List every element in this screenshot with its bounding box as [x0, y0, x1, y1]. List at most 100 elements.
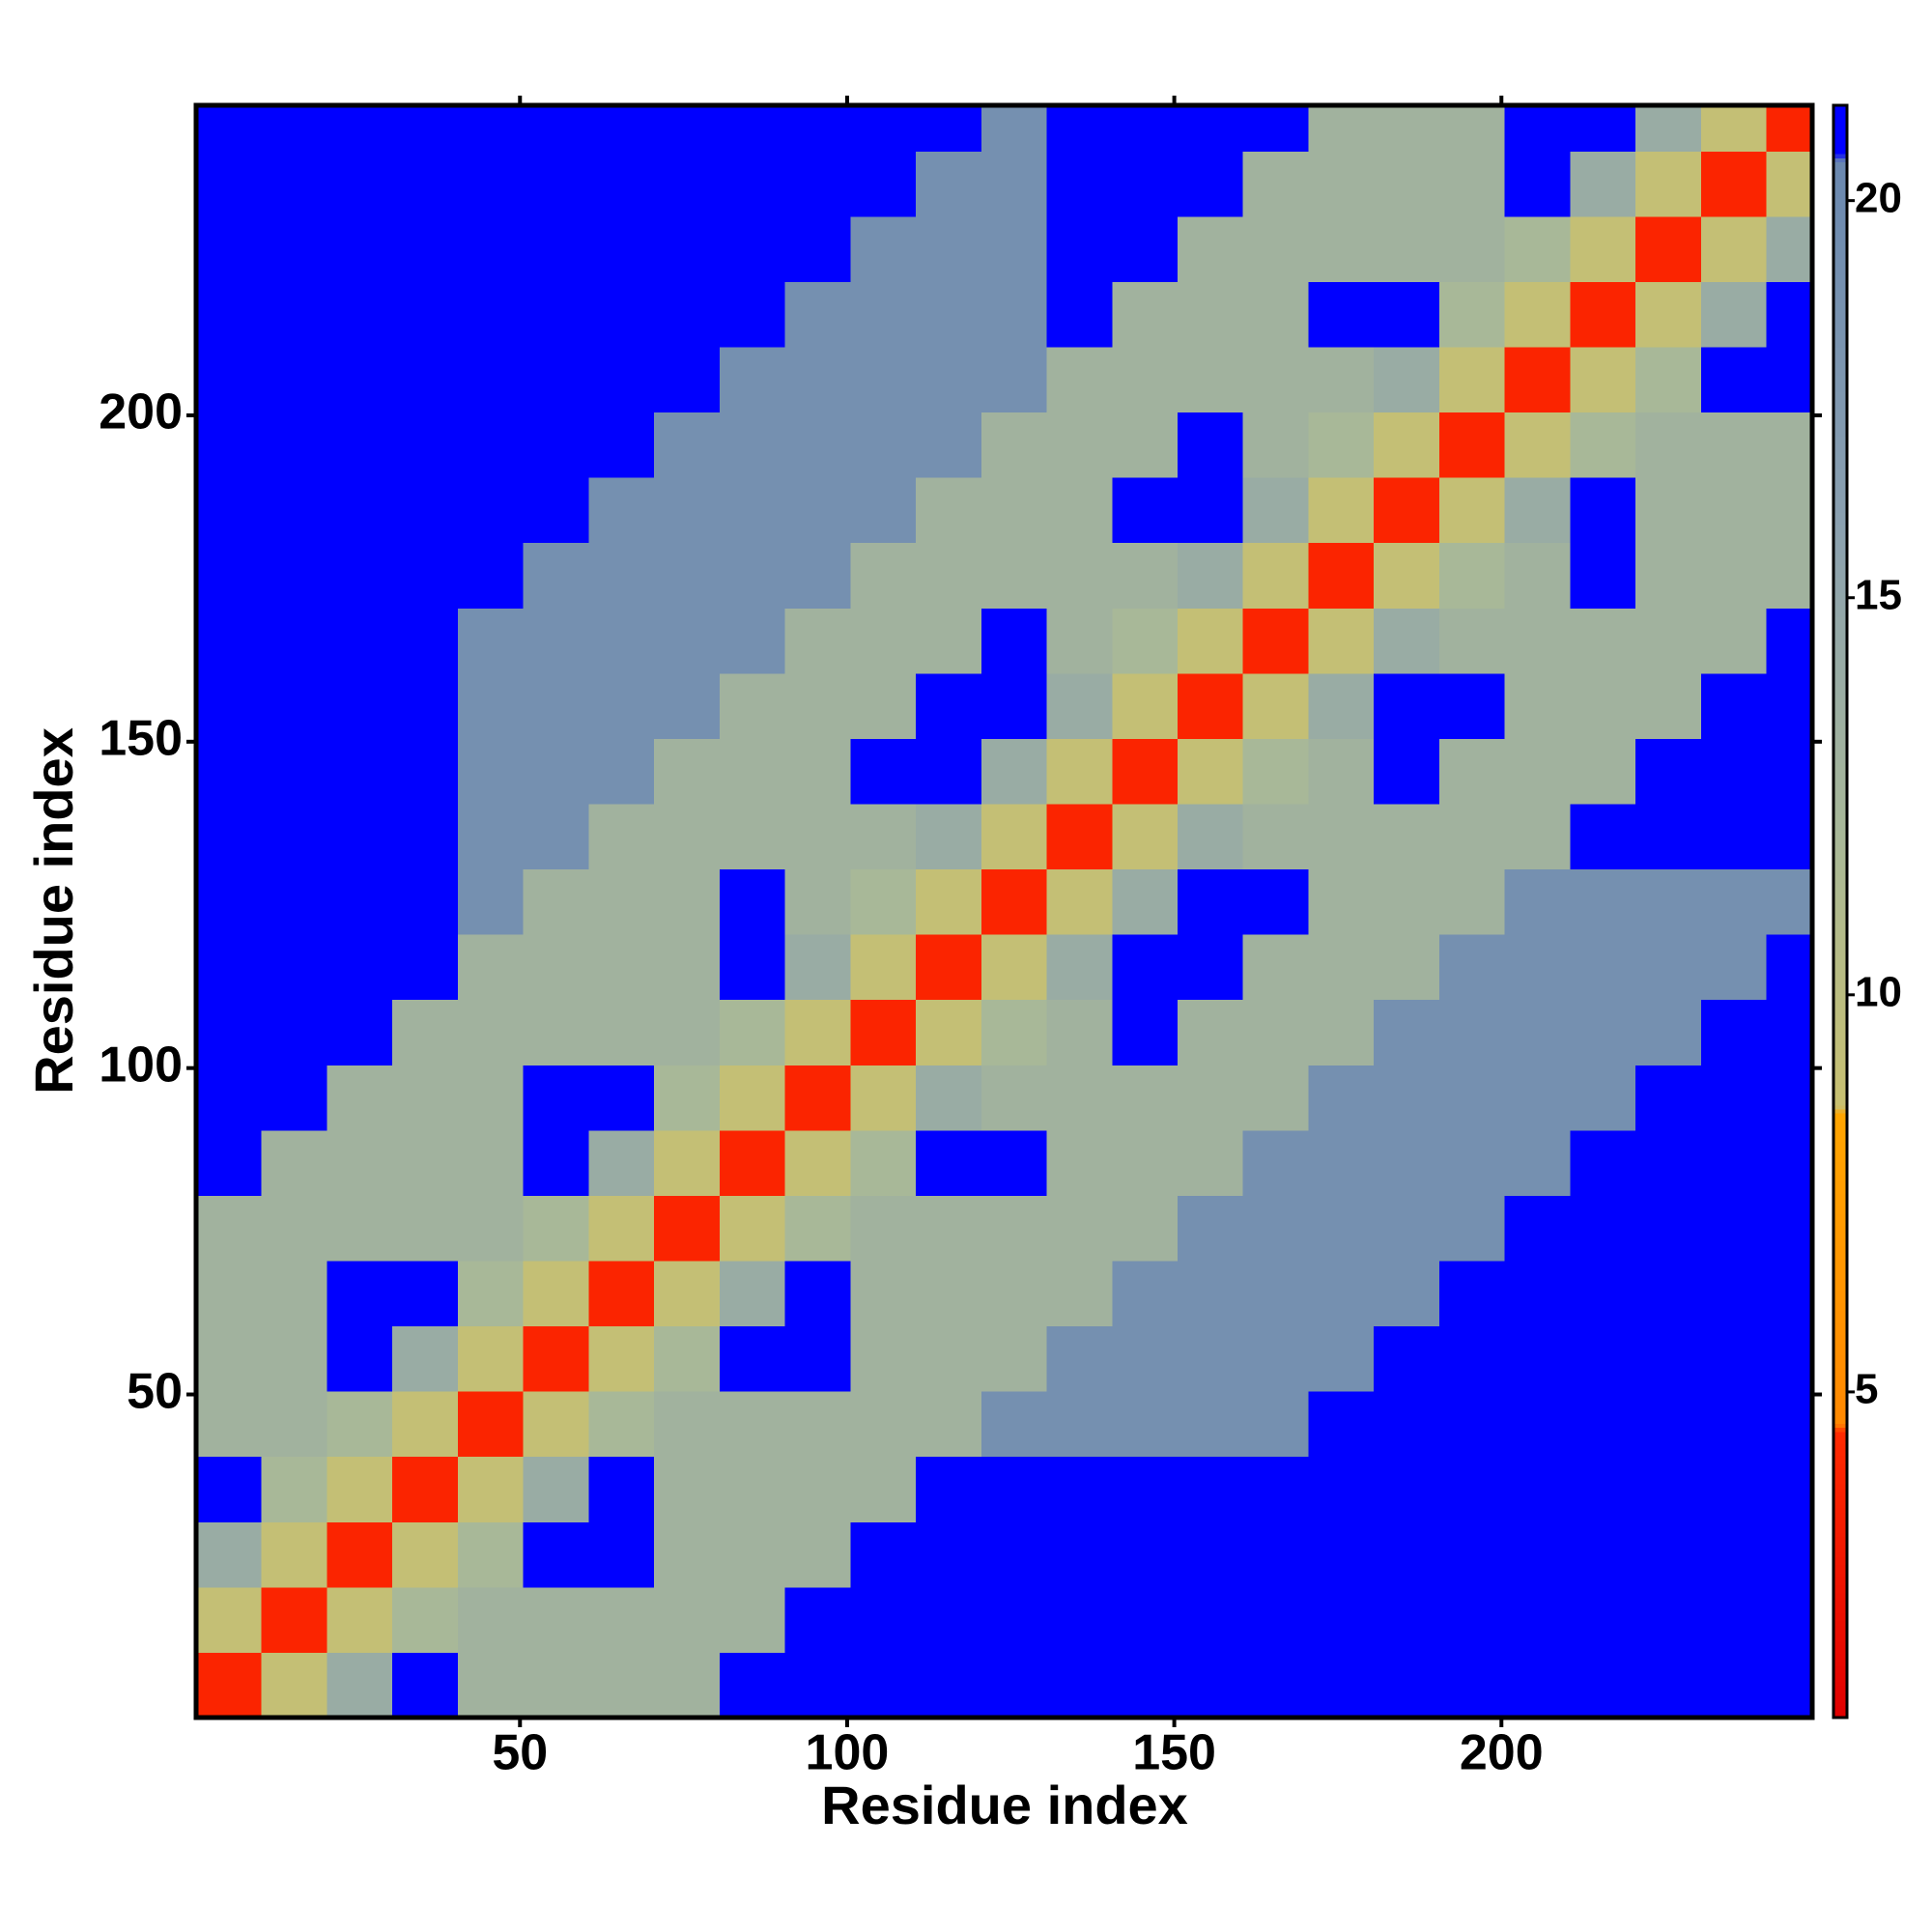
colorbar-slice — [1833, 250, 1847, 255]
colorbar-slice — [1833, 573, 1847, 578]
heatmap-cell — [392, 477, 459, 544]
heatmap-cell — [196, 347, 263, 413]
heatmap-cell — [588, 1586, 655, 1653]
heatmap-cell — [1374, 1391, 1440, 1458]
heatmap-cell — [261, 1521, 327, 1588]
colorbar-slice — [1833, 1488, 1847, 1492]
colorbar-slice — [1833, 145, 1847, 151]
heatmap-cell — [588, 1261, 655, 1327]
colorbar-slice — [1833, 149, 1847, 155]
colorbar-slice — [1833, 621, 1847, 626]
heatmap-cell — [1766, 477, 1813, 544]
heatmap-cell — [1700, 1652, 1768, 1719]
heatmap-cell — [1177, 1195, 1244, 1262]
heatmap-cell — [1570, 1325, 1636, 1392]
heatmap-cell — [327, 105, 393, 152]
colorbar — [1833, 105, 1847, 1719]
colorbar-slice — [1833, 1572, 1847, 1577]
heatmap-cell — [1570, 738, 1636, 805]
heatmap-cell — [1570, 804, 1636, 870]
heatmap-cell — [392, 215, 459, 282]
heatmap-cell — [784, 151, 851, 217]
heatmap-cell — [1308, 1521, 1375, 1588]
heatmap-cell — [196, 105, 263, 152]
heatmap-cell — [1177, 999, 1244, 1065]
heatmap-cell — [850, 672, 917, 739]
heatmap-cell — [1374, 412, 1440, 478]
heatmap-cell — [784, 672, 851, 739]
colorbar-slice — [1833, 1653, 1847, 1659]
colorbar-slice — [1833, 568, 1847, 574]
heatmap-cell — [1046, 281, 1113, 348]
heatmap-cell — [1177, 868, 1244, 935]
heatmap-cell — [916, 1456, 982, 1522]
colorbar-slice — [1833, 1391, 1847, 1396]
colorbar-slice — [1833, 1463, 1847, 1468]
colorbar-slice — [1833, 842, 1847, 848]
heatmap-cell — [1504, 1065, 1571, 1131]
heatmap-cell — [1308, 1129, 1375, 1196]
colorbar-slice — [1833, 786, 1847, 791]
heatmap-cell — [1308, 1065, 1375, 1131]
colorbar-slice — [1833, 1568, 1847, 1574]
heatmap-cell — [1504, 281, 1571, 348]
heatmap-cell — [196, 281, 263, 348]
colorbar-slice — [1833, 1237, 1847, 1243]
heatmap-cell — [1766, 1391, 1813, 1458]
colorbar-slice — [1833, 1201, 1847, 1207]
colorbar-slice — [1833, 1431, 1847, 1436]
colorbar-slice — [1833, 540, 1847, 546]
heatmap-cell — [1374, 281, 1440, 348]
heatmap-cell — [457, 1129, 525, 1196]
heatmap-cell — [916, 934, 982, 1001]
colorbar-slice — [1833, 185, 1847, 191]
heatmap-cell — [1570, 1261, 1636, 1327]
heatmap-cell — [588, 672, 655, 739]
colorbar-slice — [1833, 746, 1847, 752]
heatmap-cell — [327, 347, 393, 413]
heatmap-cell — [261, 1652, 327, 1719]
colorbar-slice — [1833, 395, 1847, 401]
heatmap-cell — [261, 151, 327, 217]
colorbar-slice — [1833, 1620, 1847, 1626]
heatmap-cell — [784, 1391, 851, 1458]
colorbar-slice — [1833, 1657, 1847, 1662]
colorbar-slice — [1833, 826, 1847, 832]
colorbar-slice — [1833, 935, 1847, 941]
colorbar-slice — [1833, 532, 1847, 538]
heatmap-cell — [1046, 412, 1113, 478]
heatmap-cell — [916, 1391, 982, 1458]
heatmap-cell — [1112, 1586, 1179, 1653]
heatmap-cell — [1242, 1521, 1309, 1588]
colorbar-slice — [1833, 173, 1847, 179]
heatmap-cell — [980, 412, 1048, 478]
colorbar-slice — [1833, 790, 1847, 796]
colorbar-slice — [1833, 468, 1847, 473]
colorbar-slice — [1833, 508, 1847, 514]
heatmap-cell — [1308, 1586, 1375, 1653]
heatmap-cell — [916, 1065, 982, 1131]
colorbar-slice — [1833, 577, 1847, 582]
heatmap-cell — [1635, 1129, 1702, 1196]
heatmap-cell — [1700, 215, 1768, 282]
heatmap-cell — [1570, 1586, 1636, 1653]
colorbar-slice — [1833, 161, 1847, 167]
x-tick-label: 50 — [492, 1725, 548, 1781]
heatmap-cell — [654, 151, 721, 217]
heatmap-cell — [196, 542, 263, 609]
heatmap-cell — [1766, 1652, 1813, 1719]
heatmap-cell — [916, 542, 982, 609]
colorbar-slice — [1833, 923, 1847, 928]
heatmap-cell — [1570, 672, 1636, 739]
heatmap-cell — [784, 105, 851, 152]
heatmap-cell — [1504, 1261, 1571, 1327]
heatmap-cell — [327, 1065, 393, 1131]
heatmap-cell — [1438, 672, 1506, 739]
heatmap-cell — [980, 1325, 1048, 1392]
heatmap-cell — [1308, 999, 1375, 1065]
heatmap-cell — [327, 804, 393, 870]
colorbar-slice — [1833, 612, 1847, 618]
colorbar-slice — [1833, 202, 1847, 207]
colorbar-slice — [1833, 133, 1847, 138]
colorbar-slice — [1833, 230, 1847, 236]
